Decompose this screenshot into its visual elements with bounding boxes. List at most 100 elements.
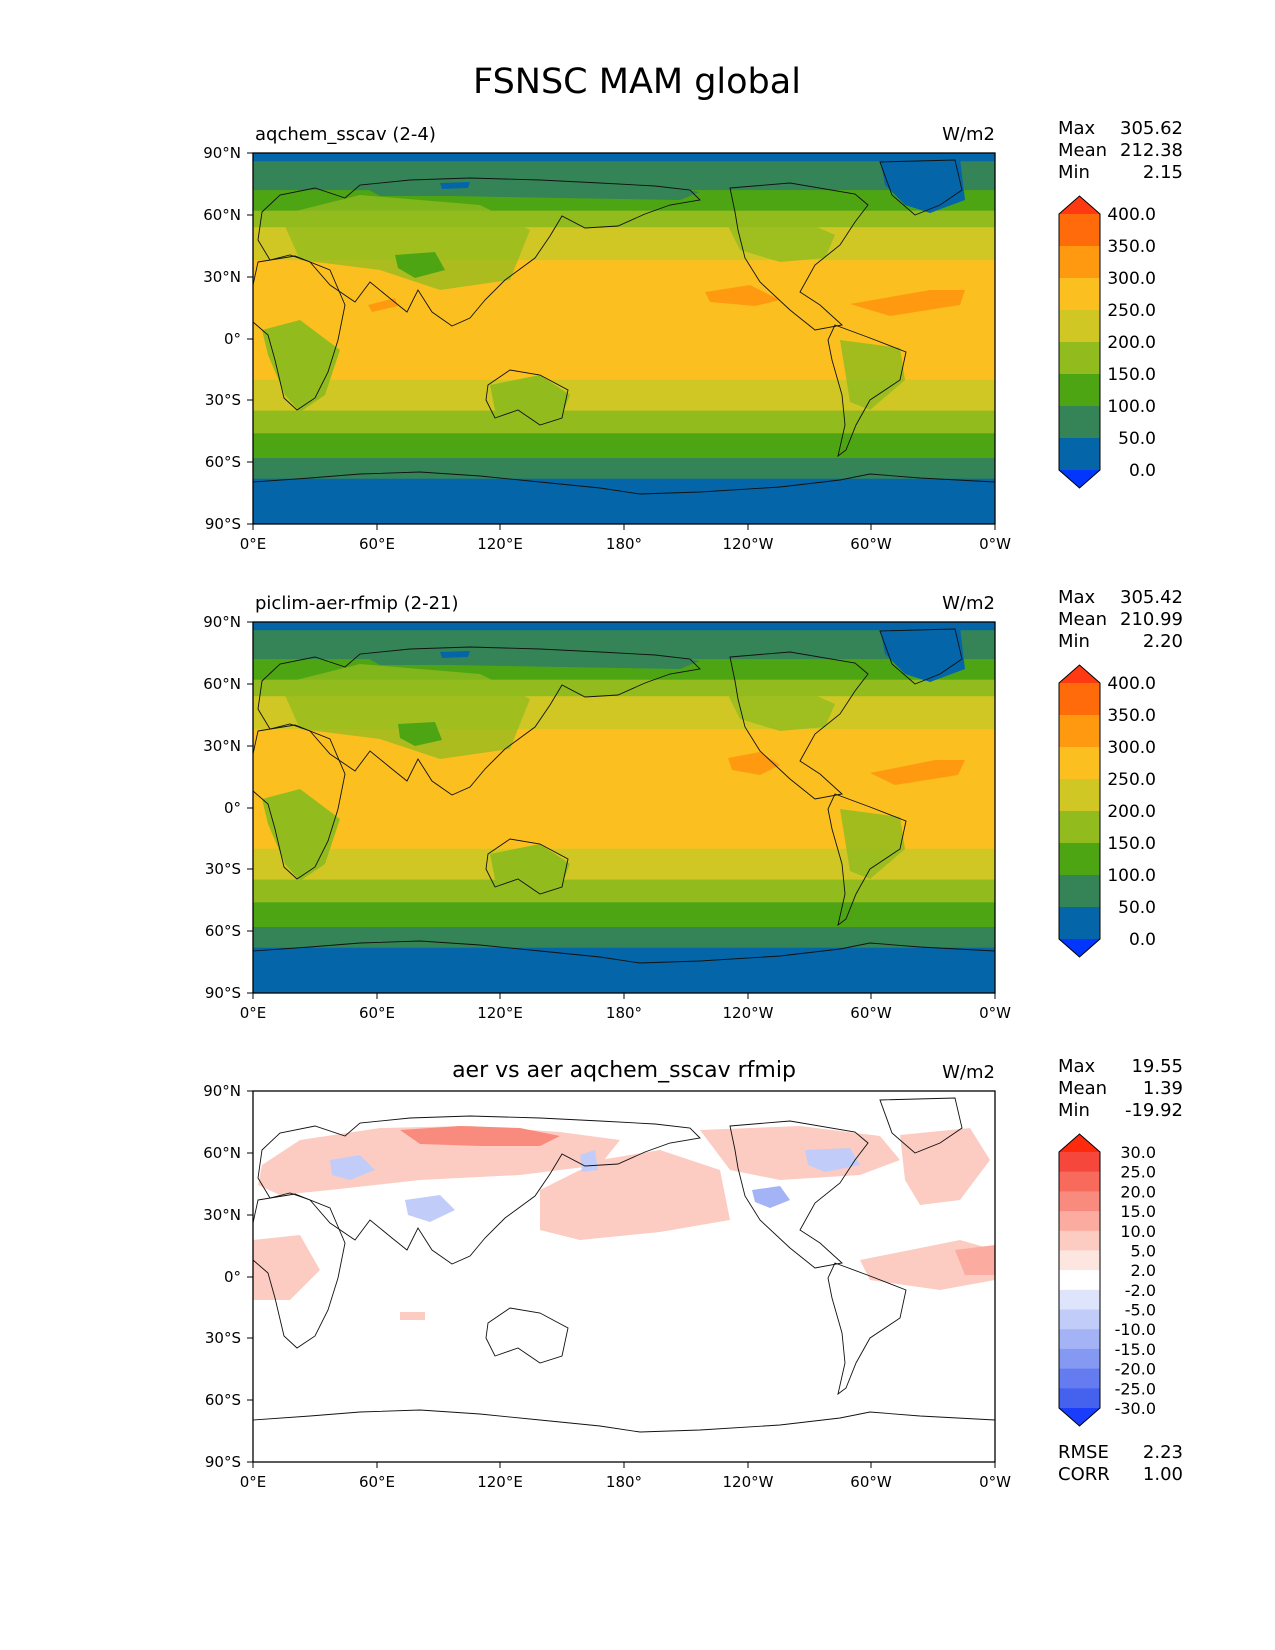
panel-2-x-tick-labels: 0°E 60°E 120°E 180° 120°W 60°W 0°W <box>240 1004 1011 1022</box>
colorbar-swatch <box>1059 715 1100 748</box>
siberia-blue-spot <box>440 651 470 658</box>
panel-1-y-tick-labels: 90°N 60°N 30°N 0° 30°S 60°S 90°S <box>203 144 241 533</box>
x-tick-label: 0°E <box>240 1004 267 1022</box>
panel-2-coastlines <box>253 628 995 964</box>
stat-value: 19.55 <box>1131 1056 1183 1077</box>
south-america-coastline <box>827 324 907 458</box>
figure-title: FSNSC MAM global <box>473 62 801 102</box>
colorbar-extend-max <box>1059 665 1100 683</box>
north-atlantic-warm-anomaly <box>900 1128 990 1205</box>
y-tick-label: 60°N <box>203 675 241 693</box>
greenland-coastline <box>879 159 963 216</box>
colorbar-extend-min <box>1059 470 1100 488</box>
panel-3-map <box>253 1091 995 1462</box>
stat-label: Min <box>1058 162 1090 183</box>
y-tick-label: 30°N <box>203 1206 241 1224</box>
y-tick-label: 30°N <box>203 268 241 286</box>
y-tick-label: 0° <box>224 330 241 348</box>
x-tick-label: 120°W <box>723 1473 774 1491</box>
colorbar-level-label: 200.0 <box>1107 802 1156 822</box>
colorbar-outline <box>1058 1133 1101 1427</box>
colorbar-level-label: 100.0 <box>1107 866 1156 886</box>
colorbar-swatch <box>1059 683 1100 716</box>
colorbar-swatch <box>1059 1329 1100 1350</box>
panel-1-zonal-bands <box>253 153 995 524</box>
x-tick-label: 0°W <box>979 1004 1011 1022</box>
stat-value: 305.62 <box>1120 118 1183 139</box>
panel-3-negative-anomalies <box>330 1148 860 1222</box>
zonal-band <box>253 433 995 459</box>
x-tick-label: 60°E <box>359 535 395 553</box>
panel-1-x-tick-labels: 0°E 60°E 120°E 180° 120°W 60°W 0°W <box>240 535 1011 553</box>
colorbar-level-label: 30.0 <box>1120 1143 1156 1162</box>
greenland-coastline <box>879 628 963 685</box>
panel-3-title: aer vs aer aqchem_sscav rfmip <box>452 1058 796 1083</box>
asia-green-field <box>280 195 530 290</box>
south-america-green-field <box>840 340 905 410</box>
y-tick-label: 60°N <box>203 1144 241 1162</box>
australia-coastline <box>485 1307 569 1364</box>
colorbar-level-label: -30.0 <box>1115 1399 1156 1418</box>
colorbar-level-label: 300.0 <box>1107 738 1156 758</box>
x-tick-label: 120°W <box>723 535 774 553</box>
x-tick-label: 0°W <box>979 1473 1011 1491</box>
panel-2-title: piclim-aer-rfmip (2-21) <box>255 593 459 614</box>
colorbar-swatch <box>1059 1152 1100 1173</box>
stat-value: 2.23 <box>1143 1442 1183 1463</box>
africa-green-field <box>262 789 340 881</box>
colorbar-level-label: 20.0 <box>1120 1182 1156 1201</box>
stat-label: Max <box>1058 118 1096 139</box>
zonal-band <box>253 927 995 949</box>
australia-green-field <box>490 844 570 889</box>
x-tick-label: 0°E <box>240 535 267 553</box>
panel-1-colorbar-labels: 400.0 350.0 300.0 250.0 200.0 150.0 100.… <box>1107 205 1156 481</box>
greenland-cold-patch <box>880 627 965 682</box>
stat-label: CORR <box>1058 1464 1110 1485</box>
panel-3-axis-ticks <box>247 1090 996 1468</box>
stat-label: RMSE <box>1058 1442 1109 1463</box>
y-tick-label: 90°S <box>205 984 241 1002</box>
colorbar-level-label: -5.0 <box>1125 1301 1156 1320</box>
panel-3: aer vs aer aqchem_sscav rfmip W/m2 <box>203 1056 1183 1491</box>
x-tick-label: 0°W <box>979 535 1011 553</box>
zonal-band <box>253 630 995 644</box>
eurasia-coastline <box>257 646 701 796</box>
colorbar-level-label: 0.0 <box>1129 461 1156 481</box>
panel-1-map <box>253 153 995 524</box>
stat-value: 2.15 <box>1143 162 1183 183</box>
y-tick-label: 0° <box>224 1268 241 1286</box>
panel-1-axis-ticks <box>247 152 996 530</box>
colorbar-swatch <box>1059 1171 1100 1192</box>
tropical-atlantic-core-anomaly <box>955 1245 995 1275</box>
panel-1-title: aqchem_sscav (2-4) <box>255 124 436 145</box>
colorbar-swatch <box>1059 779 1100 812</box>
north-pacific-warm-anomaly <box>540 1150 730 1240</box>
panel-1-colorbar <box>1058 195 1101 489</box>
colorbar-level-label: 300.0 <box>1107 269 1156 289</box>
greenland-cold-patch <box>880 158 965 213</box>
north-america-green-field <box>725 215 835 262</box>
colorbar-swatch <box>1059 907 1100 940</box>
antarctica-coastline <box>253 1409 995 1433</box>
colorbar-swatch <box>1059 374 1100 407</box>
x-tick-label: 120°E <box>477 1004 523 1022</box>
x-tick-label: 120°E <box>477 535 523 553</box>
stat-label: Max <box>1058 1056 1096 1077</box>
indian-ocean-warm-anomaly <box>400 1312 425 1320</box>
colorbar-swatch <box>1059 278 1100 311</box>
tibet-green-field <box>395 252 445 278</box>
stat-value: 212.38 <box>1120 140 1183 161</box>
zonal-band <box>253 458 995 480</box>
north-atlantic-orange-patch <box>870 760 965 785</box>
panel-3-colorbar <box>1058 1133 1101 1427</box>
colorbar-swatch <box>1059 747 1100 780</box>
colorbar-swatch <box>1059 342 1100 375</box>
tibet-green-field <box>398 722 442 746</box>
y-tick-label: 30°N <box>203 737 241 755</box>
stat-value: 1.00 <box>1143 1464 1183 1485</box>
y-tick-label: 90°S <box>205 1453 241 1471</box>
colorbar-outline <box>1058 664 1101 958</box>
north-america-cool-anomaly <box>752 1186 790 1208</box>
africa-coastline <box>253 1193 346 1349</box>
colorbar-swatch <box>1059 438 1100 471</box>
